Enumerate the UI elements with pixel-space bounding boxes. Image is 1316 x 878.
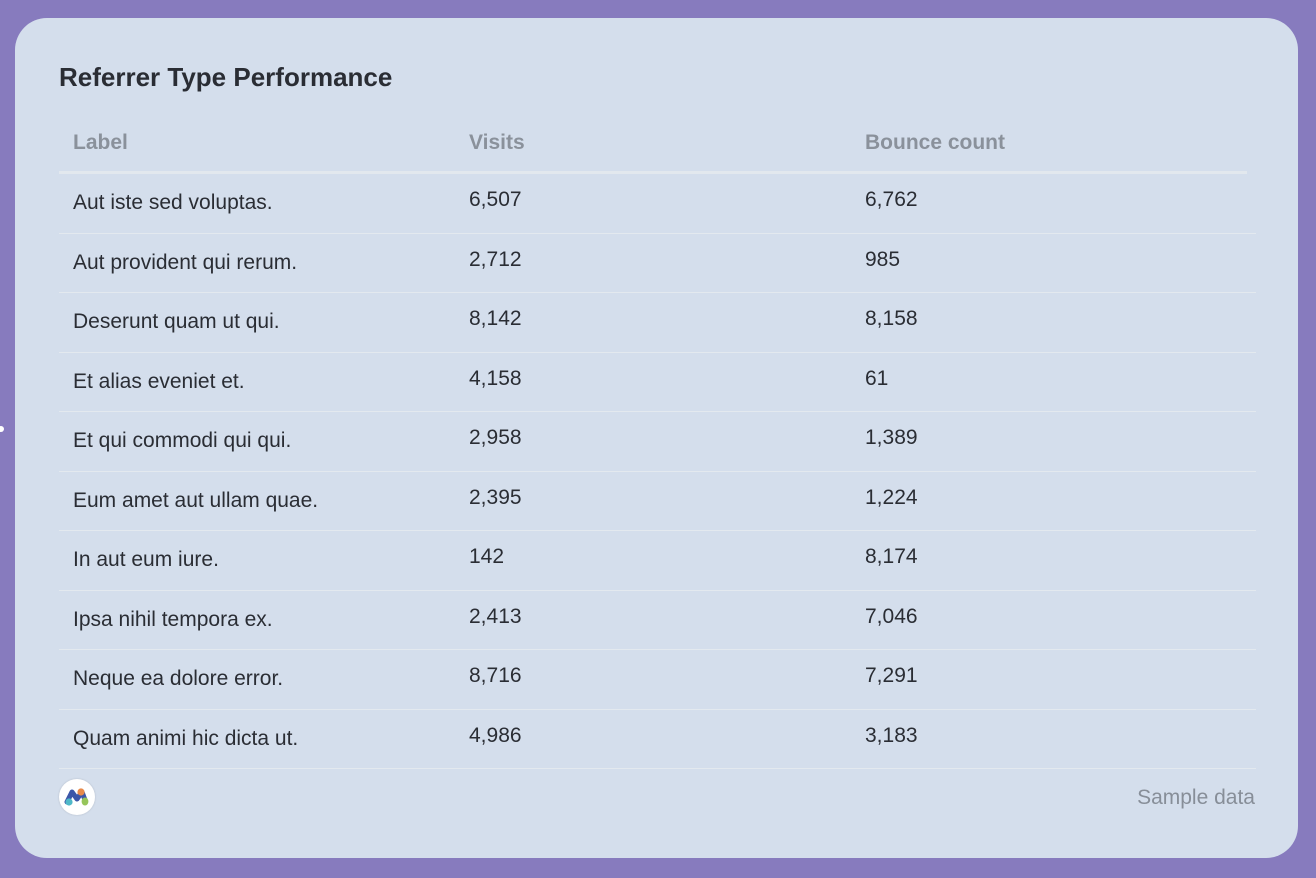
edge-dot-indicator <box>0 426 4 432</box>
cell-bounce-count: 8,174 <box>865 545 918 568</box>
cell-visits: 4,986 <box>469 723 522 747</box>
cell-label: Quam animi hic dicta ut. <box>73 726 299 750</box>
cell-visits: 8,716 <box>469 664 522 687</box>
column-header-visits[interactable]: Visits <box>469 131 525 154</box>
cell-bounce-count: 985 <box>865 247 901 271</box>
cell-visits: 2,712 <box>469 247 522 271</box>
card-title: Referrer Type Performance <box>59 62 393 92</box>
cell-bounce-count: 1,224 <box>865 485 918 509</box>
table-row: Aut provident qui rerum. 2,712 985 <box>59 234 1256 293</box>
cell-label: In aut eum iure. <box>73 548 219 571</box>
column-header-label[interactable]: Label <box>73 131 128 154</box>
metabase-logo-link[interactable] <box>59 779 95 815</box>
table-row: In aut eum iure. 142 8,174 <box>59 531 1256 591</box>
cell-bounce-count: 1,389 <box>865 426 918 449</box>
cell-visits: 2,958 <box>469 426 522 449</box>
cell-visits: 2,413 <box>469 604 522 628</box>
cell-visits: 8,142 <box>469 307 522 330</box>
cell-bounce-count: 8,158 <box>865 307 918 330</box>
table-row: Deserunt quam ut qui. 8,142 8,158 <box>59 293 1256 353</box>
cell-bounce-count: 61 <box>865 366 889 390</box>
metabase-logo-icon <box>64 788 89 806</box>
cell-bounce-count: 7,046 <box>865 604 918 628</box>
table-row: Et alias eveniet et. 4,158 61 <box>59 353 1256 412</box>
cell-label: Et alias eveniet et. <box>73 369 245 393</box>
cell-visits: 4,158 <box>469 366 522 390</box>
table-row: Ipsa nihil tempora ex. 2,413 7,046 <box>59 591 1256 650</box>
cell-label: Neque ea dolore error. <box>73 667 284 690</box>
table-row: Aut iste sed voluptas. 6,507 6,762 <box>59 174 1256 234</box>
cell-label: Ipsa nihil tempora ex. <box>73 607 273 631</box>
cell-label: Et qui commodi qui qui. <box>73 429 292 452</box>
cell-bounce-count: 7,291 <box>865 664 918 687</box>
referrer-type-performance-card: Referrer Type Performance Label Visits B… <box>15 18 1298 858</box>
cell-label: Aut provident qui rerum. <box>73 250 298 274</box>
column-header-bounce-count[interactable]: Bounce count <box>865 131 1005 154</box>
cell-bounce-count: 3,183 <box>865 723 918 747</box>
sample-data-note: Sample data <box>1137 786 1255 809</box>
cell-label: Aut iste sed voluptas. <box>73 191 273 214</box>
table-row: Quam animi hic dicta ut. 4,986 3,183 <box>59 710 1256 769</box>
cell-visits: 6,507 <box>469 188 522 211</box>
table-row: Eum amet aut ullam quae. 2,395 1,224 <box>59 472 1256 531</box>
cell-label: Eum amet aut ullam quae. <box>73 488 319 512</box>
cell-label: Deserunt quam ut qui. <box>73 310 280 333</box>
table-row: Et qui commodi qui qui. 2,958 1,389 <box>59 412 1256 472</box>
table-header: Label Visits Bounce count <box>59 123 1247 174</box>
data-table: Label Visits Bounce count Aut iste sed v… <box>59 123 1256 769</box>
table-row: Neque ea dolore error. 8,716 7,291 <box>59 650 1256 710</box>
cell-bounce-count: 6,762 <box>865 188 918 211</box>
cell-visits: 142 <box>469 545 505 568</box>
cell-visits: 2,395 <box>469 485 522 509</box>
